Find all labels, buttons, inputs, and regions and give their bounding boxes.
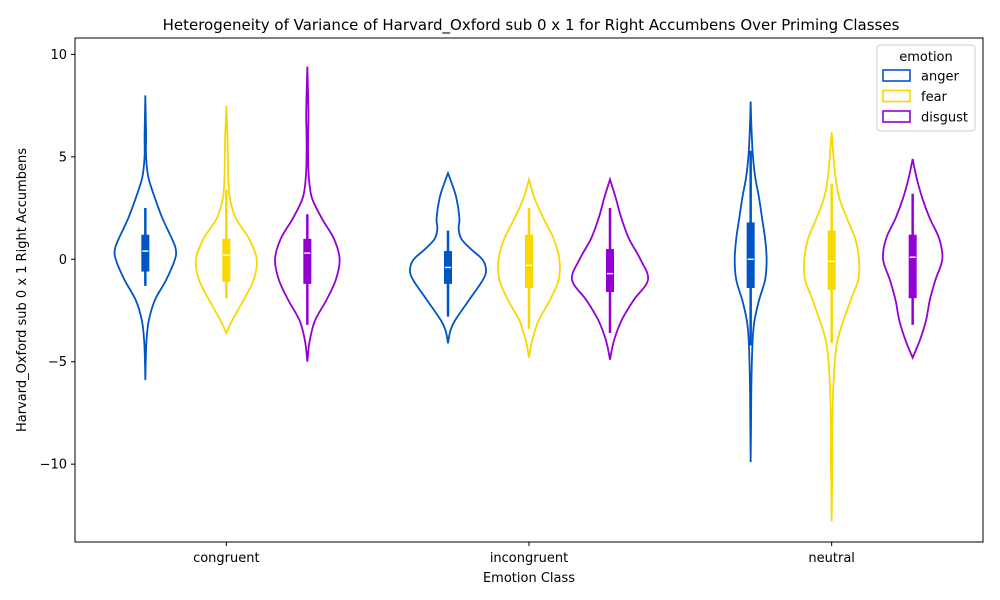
x-axis-label: Emotion Class	[483, 571, 575, 586]
violin-outline	[194, 105, 258, 336]
y-tick-label: −5	[48, 355, 67, 370]
axes: 10 5 0 −5 −10 congruent incongruent neutral	[40, 37, 984, 566]
legend-swatch-anger	[882, 69, 911, 82]
x-tick-label-congruent: congruent	[193, 551, 260, 566]
violin-layer	[113, 66, 944, 522]
y-tick-label: 10	[50, 48, 67, 63]
y-axis-label: Harvard_Oxford sub 0 x 1 Right Accumbens	[15, 148, 30, 432]
violin-anger-neutral	[733, 101, 768, 463]
y-tick-label: −10	[40, 458, 67, 473]
x-tick-label-neutral: neutral	[808, 551, 855, 566]
violin-disgust-incongruent	[570, 176, 650, 360]
violin-outline	[274, 66, 341, 362]
violin-outline	[497, 176, 561, 358]
violin-iqr-box	[908, 234, 917, 299]
violin-outline	[881, 158, 944, 360]
violin-disgust-neutral	[881, 158, 944, 360]
legend: emotion anger fear disgust	[876, 44, 976, 132]
violin-outline	[409, 170, 487, 344]
violin-fear-neutral	[803, 132, 861, 522]
chart-title: Heterogeneity of Variance of Harvard_Oxf…	[163, 16, 900, 35]
legend-label-fear: fear	[921, 90, 948, 105]
violin-anger-incongruent	[409, 170, 487, 344]
y-tick-label: 0	[59, 253, 67, 268]
violin-iqr-box	[303, 238, 312, 284]
y-tick-label: 5	[59, 150, 67, 165]
legend-box	[876, 44, 976, 132]
violin-iqr-box	[827, 230, 836, 290]
violin-outline	[113, 95, 178, 381]
violin-outline	[570, 176, 650, 360]
violin-anger-congruent	[113, 95, 178, 381]
x-tick-label-incongruent: incongruent	[490, 551, 568, 566]
violin-fear-congruent	[194, 105, 258, 336]
violin-iqr-box	[606, 249, 614, 293]
legend-label-anger: anger	[921, 70, 959, 85]
legend-title: emotion	[899, 50, 953, 65]
legend-swatch-disgust	[882, 110, 911, 123]
violin-iqr-box	[746, 222, 755, 288]
legend-label-disgust: disgust	[921, 111, 968, 126]
violin-iqr-box	[525, 234, 533, 288]
violin-iqr-box	[222, 238, 231, 282]
legend-swatch-fear	[882, 89, 911, 103]
violin-fear-incongruent	[497, 176, 561, 358]
violin-outline	[733, 101, 768, 463]
violin-outline	[803, 132, 861, 522]
violin-disgust-congruent	[274, 66, 341, 362]
violin-iqr-box	[141, 234, 150, 272]
